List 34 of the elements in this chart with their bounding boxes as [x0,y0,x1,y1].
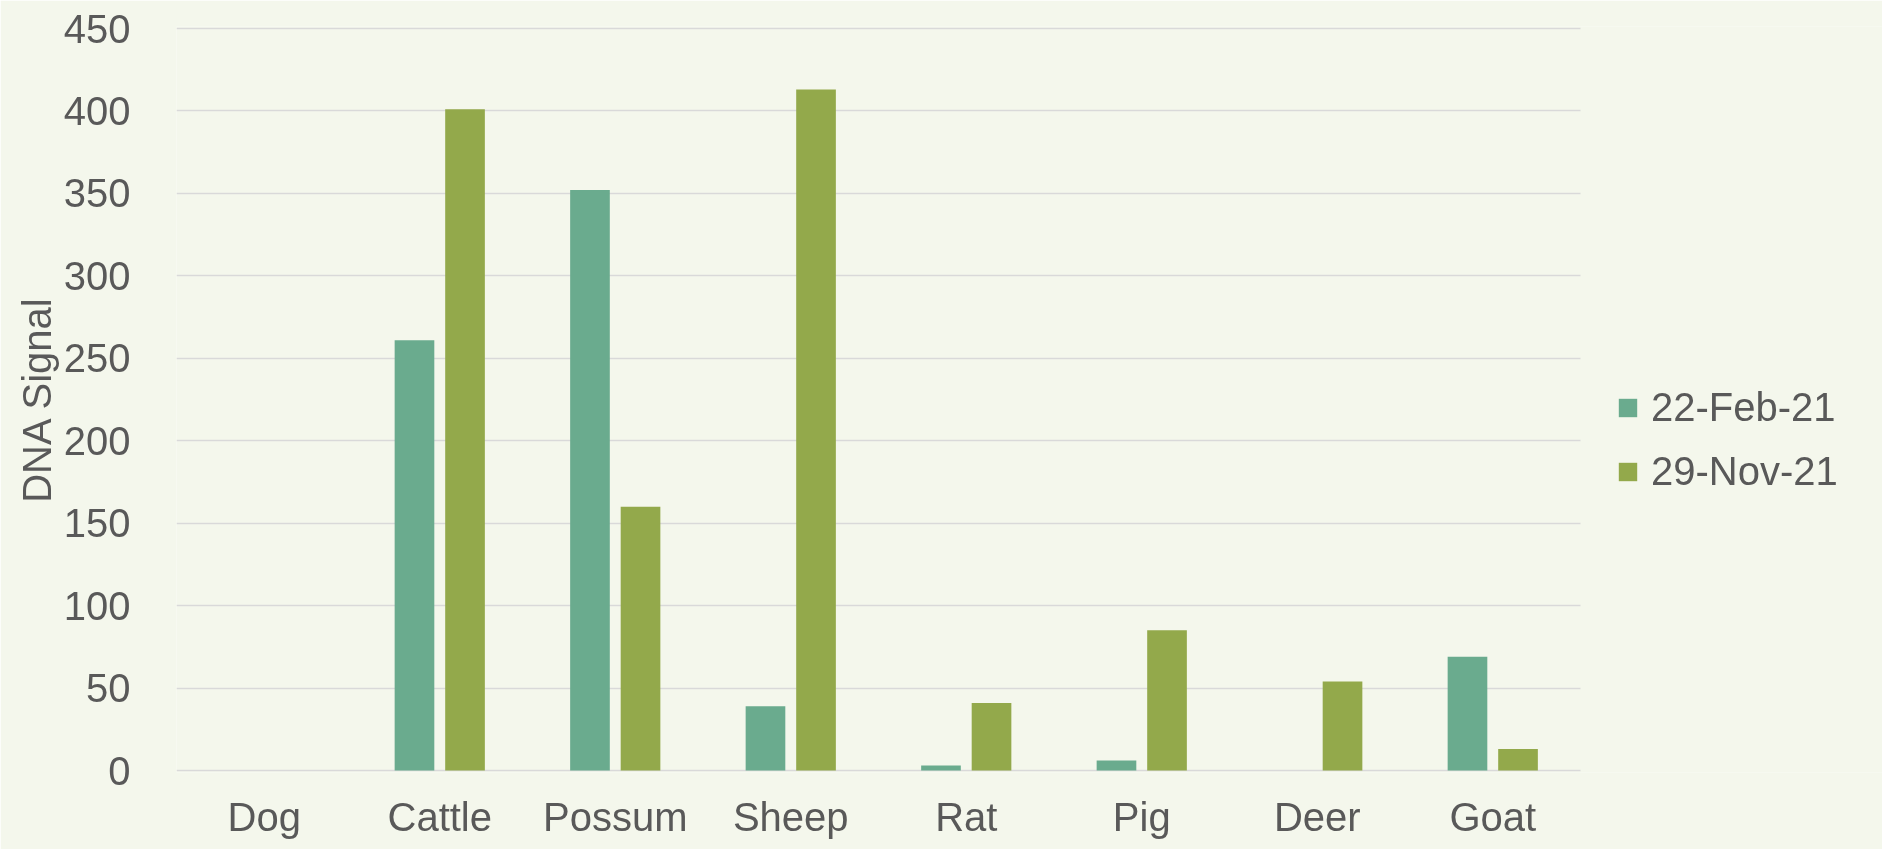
x-tick-label: Deer [1273,794,1361,839]
y-tick-label: 250 [63,336,131,381]
legend-label: 29-Nov-21 [1651,447,1838,495]
bar [1147,630,1187,771]
bar [1498,749,1538,771]
bar [394,340,435,771]
y-axis-title: DNA Signal [14,298,59,503]
x-tick-label: Dog [227,794,301,839]
y-tick-label: 400 [63,88,131,133]
y-tick-label: 350 [63,171,131,216]
y-tick-label: 0 [108,748,131,793]
y-tick-label: 100 [63,583,131,628]
bar [570,190,610,771]
bar [1096,760,1137,771]
bar [1322,681,1363,771]
x-tick-label: Rat [935,794,998,839]
bar [620,506,661,771]
legend-label: 22-Feb-21 [1651,383,1836,431]
bar [921,765,961,771]
x-tick-label: Goat [1449,794,1537,839]
y-tick-label: 50 [86,666,131,711]
bar [971,702,1012,771]
y-tick-label: 300 [63,253,131,298]
x-tick-label: Pig [1112,794,1171,839]
bar [1447,656,1488,771]
y-tick-label: 150 [63,501,131,546]
x-tick-label: Cattle [387,794,492,839]
y-tick-label: 200 [63,418,131,463]
bar [445,109,485,771]
x-tick-label: Possum [543,794,688,839]
y-tick-label: 450 [63,6,131,51]
bar [796,89,836,771]
x-tick-label: Sheep [732,794,849,839]
bar [745,706,786,771]
